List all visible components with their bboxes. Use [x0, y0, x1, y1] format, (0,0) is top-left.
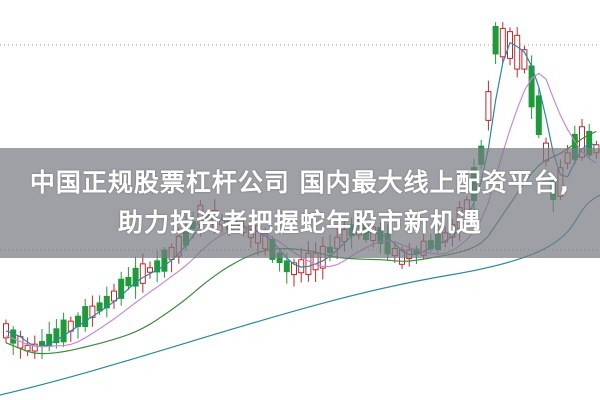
candle-up: [514, 34, 521, 70]
candle-down: [82, 306, 89, 327]
candle-up: [89, 305, 96, 318]
candle-down: [154, 260, 161, 273]
headline-line-2: 助力投资者把握蛇年股市新机遇: [117, 208, 482, 237]
candle-down: [53, 328, 60, 344]
candle-down: [118, 278, 125, 299]
candle-down: [492, 25, 499, 55]
candle-down: [132, 267, 139, 287]
candle-up: [521, 49, 528, 70]
headline-overlay: 中国正规股票杠杆公司 国内最大线上配资平台, 助力投资者把握蛇年股市新机遇: [0, 148, 600, 258]
candle-up: [507, 31, 513, 59]
candle-up: [485, 91, 492, 121]
candle-up: [31, 343, 38, 352]
candle-up: [24, 344, 31, 352]
candle-down: [283, 260, 290, 273]
candle-up: [499, 27, 506, 58]
candle-down: [103, 295, 110, 309]
candle-down: [10, 329, 17, 344]
headline-line-1: 中国正规股票杠杆公司 国内最大线上配资平台,: [29, 168, 571, 197]
moving-average-short: [5, 41, 597, 348]
candle-up: [147, 267, 153, 273]
candle-up: [139, 263, 146, 284]
candle-up: [291, 262, 297, 275]
candle-down: [60, 319, 67, 343]
candle-down: [535, 95, 542, 135]
candle-down: [96, 302, 103, 312]
candle-down: [125, 276, 132, 287]
